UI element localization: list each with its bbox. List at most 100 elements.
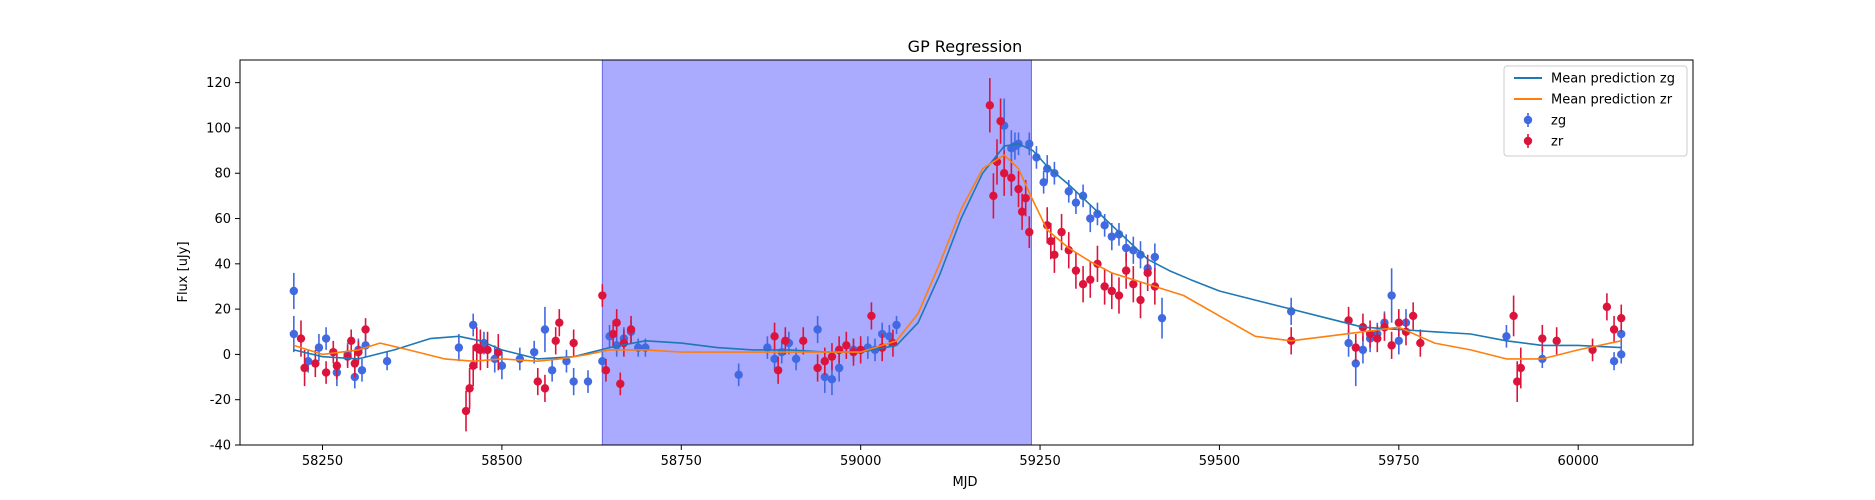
legend: Mean prediction zg Mean prediction zr zg zr xyxy=(1503,65,1688,157)
data-point xyxy=(1007,173,1016,182)
data-point xyxy=(1032,153,1041,162)
data-point xyxy=(562,357,571,366)
legend-entry-label: Mean prediction zr xyxy=(1551,93,1673,108)
data-point xyxy=(540,384,550,393)
data-point xyxy=(1373,334,1382,343)
data-point xyxy=(329,347,338,357)
data-point xyxy=(1086,275,1095,284)
data-point xyxy=(1150,252,1160,262)
mean-line-Mean prediction zr xyxy=(293,154,1622,362)
data-point xyxy=(1100,221,1109,230)
data-point xyxy=(791,354,801,364)
data-point xyxy=(1121,243,1131,253)
data-point xyxy=(734,370,743,379)
plot-series xyxy=(289,78,1626,432)
data-point xyxy=(612,318,621,327)
data-point xyxy=(1064,187,1073,196)
data-point xyxy=(1017,207,1027,216)
data-point xyxy=(598,291,607,300)
data-point xyxy=(555,318,564,327)
x-tick-label: 58500 xyxy=(481,454,522,469)
legend-box xyxy=(1503,65,1688,157)
data-point xyxy=(827,352,837,361)
data-point xyxy=(1617,313,1626,323)
data-point xyxy=(799,336,808,346)
data-point xyxy=(1039,178,1048,187)
data-point xyxy=(820,357,829,366)
data-point xyxy=(612,341,621,350)
data-point xyxy=(1050,250,1059,259)
data-point xyxy=(583,377,593,386)
data-point xyxy=(773,366,783,375)
data-point xyxy=(1617,329,1626,339)
axes: 58250 58500 58750 59000 59250 59500 59750 60000… xyxy=(206,59,1694,469)
data-point xyxy=(885,332,894,341)
data-point xyxy=(1502,332,1511,341)
data-point xyxy=(1057,227,1066,237)
data-point xyxy=(569,338,578,348)
chart-title: GP Regression xyxy=(908,37,1023,56)
data-point xyxy=(1157,313,1167,323)
data-point xyxy=(827,375,837,384)
y-tick-label: 80 xyxy=(214,167,231,182)
data-point xyxy=(1043,164,1052,173)
data-point xyxy=(1078,191,1088,201)
data-point xyxy=(1358,345,1368,355)
legend-entry-label: Mean prediction zg xyxy=(1551,72,1675,87)
y-tick-label: 20 xyxy=(214,303,231,318)
mean-line-Mean prediction zg xyxy=(293,143,1622,360)
data-point xyxy=(347,336,356,346)
data-point xyxy=(468,320,478,330)
data-point xyxy=(465,384,474,393)
data-point xyxy=(608,329,618,339)
data-point xyxy=(1394,336,1404,346)
data-point xyxy=(601,366,611,375)
data-point xyxy=(1107,286,1117,296)
data-point xyxy=(1114,291,1124,300)
x-axis-label: MJD xyxy=(952,475,977,490)
data-point xyxy=(357,366,367,375)
x-tick-label: 60000 xyxy=(1558,454,1599,469)
data-point xyxy=(468,361,478,370)
data-point xyxy=(1513,377,1522,386)
data-point xyxy=(820,372,829,382)
data-point xyxy=(1093,209,1102,219)
x-tick-label: 59750 xyxy=(1378,454,1419,469)
plot-frame xyxy=(239,59,1694,446)
data-point xyxy=(529,347,539,357)
data-point xyxy=(1351,359,1360,368)
data-point xyxy=(1071,198,1081,207)
data-point xyxy=(343,352,352,361)
x-tick-label: 58750 xyxy=(661,454,702,469)
y-tick-label: 60 xyxy=(214,212,231,227)
data-point xyxy=(1387,291,1396,300)
data-point xyxy=(842,341,851,350)
data-point xyxy=(289,286,299,296)
legend-marker-swatch xyxy=(1523,115,1533,125)
data-point xyxy=(296,334,306,343)
data-point xyxy=(1121,266,1131,275)
data-point xyxy=(1394,318,1404,327)
data-point xyxy=(1387,341,1396,350)
data-point xyxy=(289,329,299,339)
data-point xyxy=(1114,230,1124,239)
data-point xyxy=(454,343,464,352)
data-point xyxy=(1602,302,1612,312)
data-point xyxy=(1609,325,1619,334)
data-point xyxy=(533,377,542,386)
data-point xyxy=(1025,139,1034,148)
data-point xyxy=(1129,280,1138,289)
data-point xyxy=(483,345,492,355)
data-point xyxy=(1071,266,1081,275)
y-tick-label: 40 xyxy=(214,257,231,272)
data-point xyxy=(626,325,636,334)
data-point xyxy=(332,361,342,370)
y-tick-label: -40 xyxy=(210,439,231,454)
data-point xyxy=(1086,214,1095,223)
data-point xyxy=(321,334,331,343)
data-point xyxy=(1046,236,1056,246)
data-point xyxy=(616,379,625,389)
data-point xyxy=(1538,334,1547,343)
data-point xyxy=(1136,250,1145,259)
